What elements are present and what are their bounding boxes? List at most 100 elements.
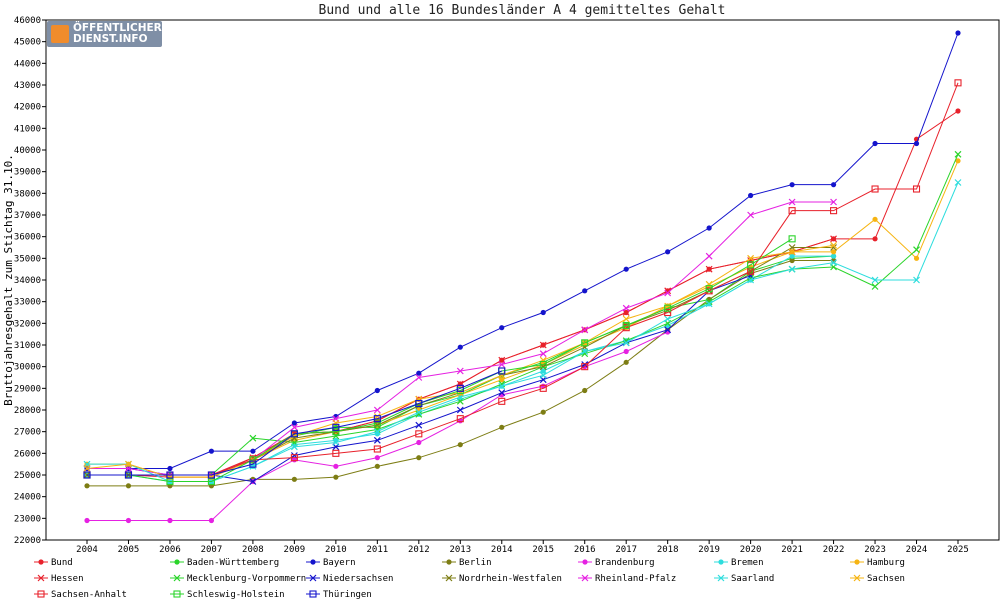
plot-frame <box>45 19 1000 541</box>
x-tick-label: 2023 <box>864 545 886 555</box>
legend-item: Brandenburg <box>578 558 655 568</box>
data-point <box>415 402 423 410</box>
data-point <box>373 419 381 427</box>
y-tick-label: 46000 <box>14 16 41 26</box>
y-tick-label: 30000 <box>14 363 41 373</box>
data-point <box>872 216 878 222</box>
data-point <box>84 517 90 524</box>
data-point <box>539 356 547 364</box>
legend-marker <box>446 559 452 565</box>
data-point <box>913 255 920 261</box>
data-point <box>622 304 630 312</box>
data-point <box>622 339 630 347</box>
data-point <box>872 236 878 242</box>
legend-item: Bayern <box>306 558 356 568</box>
data-point <box>290 454 298 462</box>
series-5 <box>84 253 837 485</box>
legend-marker <box>37 574 45 582</box>
series-line <box>87 238 834 476</box>
data-point <box>748 192 754 199</box>
x-tick-label: 2005 <box>118 545 140 555</box>
legend-marker <box>310 559 316 565</box>
series-line <box>87 238 793 482</box>
data-point <box>374 463 380 469</box>
series-9 <box>83 272 755 485</box>
data-point <box>623 359 629 365</box>
data-point <box>498 367 506 375</box>
data-point <box>373 413 381 420</box>
series-6 <box>84 158 961 480</box>
x-tick-label: 2014 <box>491 545 513 555</box>
y-tick-label: 26000 <box>14 449 41 459</box>
data-point <box>664 315 672 323</box>
data-point <box>290 434 298 442</box>
data-point <box>664 302 672 310</box>
legend-label: Mecklenburg-Vorpommern <box>187 574 306 584</box>
x-tick-label: 2011 <box>366 545 388 555</box>
data-point <box>581 348 589 355</box>
legend-item: Hessen <box>34 574 84 584</box>
x-tick-label: 2016 <box>574 545 596 555</box>
y-tick-label: 45000 <box>14 38 41 48</box>
data-point <box>913 246 920 254</box>
data-point <box>664 308 672 317</box>
legend-item: Bremen <box>714 558 764 568</box>
y-tick-label: 37000 <box>14 211 41 221</box>
legend-label: Bund <box>51 558 73 568</box>
data-point <box>747 261 755 269</box>
data-point <box>622 315 630 323</box>
series-8 <box>83 150 962 479</box>
data-point <box>415 408 423 416</box>
data-point <box>872 140 878 147</box>
logo-text: ÖFFENTLICHER DIENST.INFO <box>73 23 162 45</box>
series-16 <box>83 367 506 479</box>
y-tick-label: 41000 <box>14 124 41 134</box>
y-tick-label: 25000 <box>14 471 41 481</box>
data-point <box>125 483 132 489</box>
legend-item: Rheinland-Pfalz <box>578 574 676 584</box>
y-tick-label: 22000 <box>14 536 41 546</box>
data-point <box>373 428 381 436</box>
legend-label: Saarland <box>731 574 774 584</box>
data-point <box>954 79 962 87</box>
data-point <box>415 395 423 403</box>
logo-mark-icon <box>51 25 69 43</box>
series-7 <box>83 235 837 479</box>
series-11 <box>83 198 837 479</box>
data-point <box>830 182 837 188</box>
y-tick-label: 34000 <box>14 276 41 286</box>
data-point <box>415 410 423 418</box>
y-tick-label: 24000 <box>14 493 41 503</box>
x-tick-label: 2004 <box>76 545 98 555</box>
data-point <box>125 460 132 468</box>
chart-title: Bund und alle 16 Bundesländer A 4 gemitt… <box>319 3 726 18</box>
series-line <box>87 182 959 482</box>
series-2 <box>84 30 961 472</box>
x-tick-label: 2006 <box>159 545 181 555</box>
legend-marker <box>853 574 861 582</box>
x-tick-label: 2024 <box>906 545 928 555</box>
data-point <box>664 304 672 312</box>
x-tick-label: 2020 <box>740 545 762 555</box>
data-point <box>333 474 339 480</box>
data-point <box>747 276 755 284</box>
y-tick-label: 39000 <box>14 168 41 178</box>
legend-label: Schleswig-Holstein <box>187 590 285 600</box>
data-point <box>830 241 837 249</box>
legend-item: Nordrhein-Westfalen <box>442 574 562 584</box>
legend-marker <box>718 559 724 565</box>
y-tick-label: 29000 <box>14 384 41 394</box>
x-tick-label: 2019 <box>698 545 720 555</box>
data-point <box>83 471 91 479</box>
legend-marker <box>173 590 181 598</box>
data-point <box>207 471 215 479</box>
y-tick-label: 23000 <box>14 514 41 524</box>
legend-item: Hamburg <box>850 558 905 568</box>
data-point <box>788 198 796 206</box>
data-point <box>124 471 133 479</box>
data-point <box>581 361 589 368</box>
data-point <box>747 254 755 262</box>
legend-marker <box>174 559 180 565</box>
data-point <box>789 257 795 264</box>
legend-label: Baden-Württemberg <box>187 558 279 568</box>
